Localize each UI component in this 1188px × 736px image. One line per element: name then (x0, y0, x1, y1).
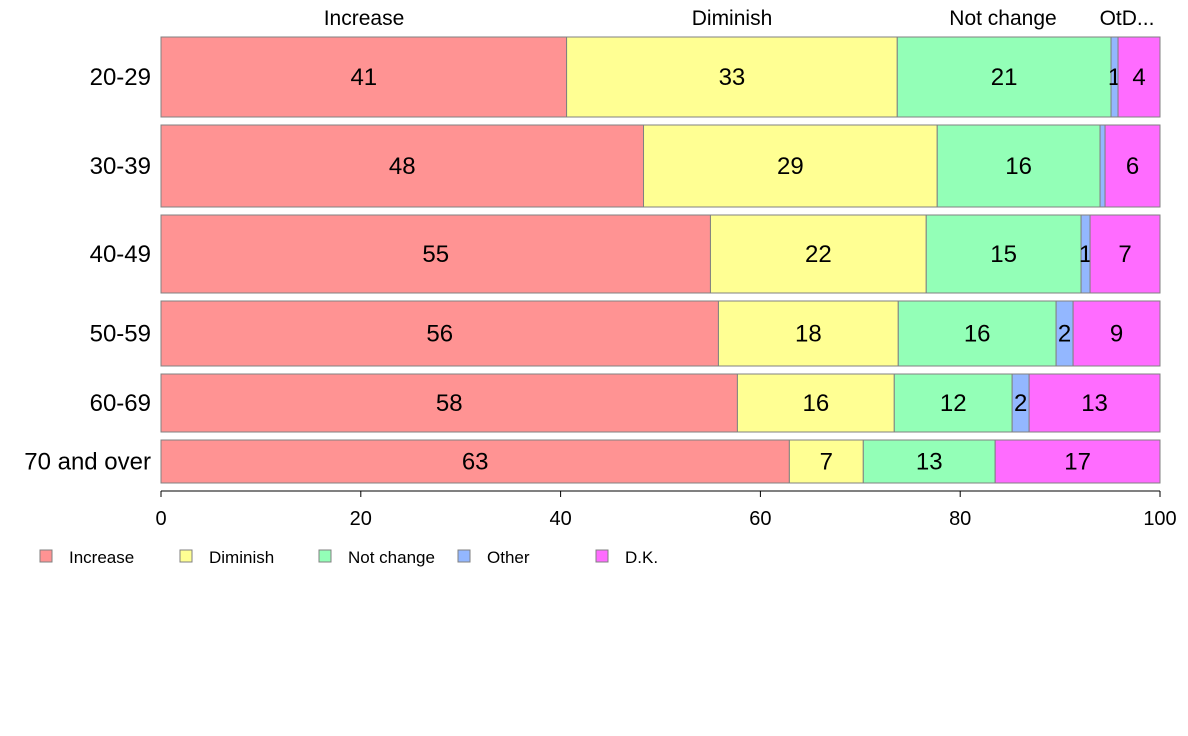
bar-segment-d-k (1117, 36, 1161, 118)
data-label: 63 (462, 449, 489, 476)
bar-segment-increase (160, 124, 645, 208)
data-label: 2 (1014, 390, 1027, 417)
bar-segment-d-k (994, 439, 1161, 484)
bar-segment-d-k (1104, 124, 1161, 208)
bar-segment-diminish (643, 124, 938, 208)
data-label: 13 (916, 449, 943, 476)
bar-segment-d-k (1028, 373, 1161, 433)
column-headers: Increase Diminish Not change OtD... (324, 7, 1155, 30)
bar-segment-increase (160, 439, 790, 484)
data-label: 9 (1110, 321, 1123, 348)
bar-segment-not-change (936, 124, 1101, 208)
data-label: 7 (820, 449, 833, 476)
bar-segment-not-change (893, 373, 1013, 433)
x-tick-label: 0 (155, 508, 166, 530)
bar-segment-not-change (897, 300, 1057, 367)
column-header-other-dk: OtD... (1100, 7, 1155, 30)
legend-swatch (179, 549, 193, 563)
data-label: 7 (1118, 241, 1131, 268)
x-axis: 0 20 40 60 80 100 (155, 490, 1177, 530)
legend-item-increase: Increase (39, 548, 134, 567)
legend-swatch (595, 549, 609, 563)
data-label: 2 (1058, 321, 1071, 348)
bar-row-70-and-over: 70 and over 63 7 13 17 (24, 439, 1161, 484)
data-label: 29 (777, 153, 804, 180)
bar-segment-d-k (1072, 300, 1161, 367)
column-header-increase: Increase (324, 7, 405, 30)
data-label: 12 (940, 390, 967, 417)
bar-segment-increase (160, 373, 738, 433)
bar-segment-increase (160, 214, 711, 294)
data-label: 1 (1079, 241, 1092, 268)
legend-swatch (457, 549, 471, 563)
data-label: 16 (964, 321, 991, 348)
data-label: 17 (1064, 449, 1091, 476)
bar-segment-not-change (925, 214, 1082, 294)
bar-segment-other (1099, 124, 1106, 208)
legend-label: Diminish (209, 548, 274, 567)
data-label: 18 (795, 321, 822, 348)
data-label: 15 (990, 241, 1017, 268)
legend-item-diminish: Diminish (179, 548, 274, 567)
bar-segment-diminish (717, 300, 899, 367)
bar-segment-diminish (736, 373, 895, 433)
data-label: 48 (389, 153, 416, 180)
data-label: 16 (802, 390, 829, 417)
legend-item-not-change: Not change (318, 548, 435, 567)
bar-segment-diminish (788, 439, 864, 484)
bar-segment-increase (160, 300, 719, 367)
column-header-diminish: Diminish (692, 7, 773, 30)
bar-segment-not-change (896, 36, 1112, 118)
data-label: 21 (991, 64, 1018, 91)
bar-row-60-69: 60-69 58 16 12 2 13 (90, 373, 1161, 433)
data-label: 22 (805, 241, 832, 268)
bar-row-40-49: 40-49 55 22 15 1 7 (90, 214, 1161, 294)
x-tick-label: 40 (549, 508, 571, 530)
data-label: 41 (350, 64, 377, 91)
bar-row-50-59: 50-59 56 18 16 2 9 (90, 300, 1161, 367)
bar-segment-not-change (862, 439, 996, 484)
legend-item-d-k: D.K. (595, 548, 658, 567)
category-label: 40-49 (90, 241, 151, 268)
category-label: 60-69 (90, 390, 151, 417)
data-label: 16 (1005, 153, 1032, 180)
bar-segment-diminish (566, 36, 898, 118)
bar-segment-d-k (1089, 214, 1161, 294)
data-label: 58 (436, 390, 463, 417)
legend-item-other: Other (457, 548, 530, 567)
x-tick-label: 60 (749, 508, 771, 530)
bar-row-20-29: 20-29 41 33 21 1 4 (90, 36, 1161, 118)
data-label: 4 (1132, 64, 1145, 91)
legend-swatch (39, 549, 53, 563)
bar-segment-diminish (709, 214, 927, 294)
bar-row-30-39: 30-39 48 29 16 6 (90, 124, 1161, 208)
legend-swatch (318, 549, 332, 563)
category-label: 70 and over (24, 449, 151, 476)
data-label: 33 (719, 64, 746, 91)
data-label: 6 (1126, 153, 1139, 180)
bar-rows: 20-29 41 33 21 1 430-39 48 29 16 640-49 55 22 15 1 750… (24, 36, 1161, 484)
legend-label: Other (487, 548, 530, 567)
column-header-not-change: Not change (949, 7, 1056, 30)
x-tick-label: 20 (350, 508, 372, 530)
data-label: 56 (426, 321, 453, 348)
category-label: 20-29 (90, 64, 151, 91)
data-label: 13 (1081, 390, 1108, 417)
x-tick-label: 100 (1143, 508, 1176, 530)
x-tick-label: 80 (949, 508, 971, 530)
category-label: 50-59 (90, 321, 151, 348)
legend-label: Not change (348, 548, 435, 567)
legend-label: D.K. (625, 548, 658, 567)
category-label: 30-39 (90, 153, 151, 180)
legend-label: Increase (69, 548, 134, 567)
data-label: 55 (422, 241, 449, 268)
legend: Increase Diminish Not change Other D.K. (39, 548, 658, 567)
bar-segment-increase (160, 36, 568, 118)
